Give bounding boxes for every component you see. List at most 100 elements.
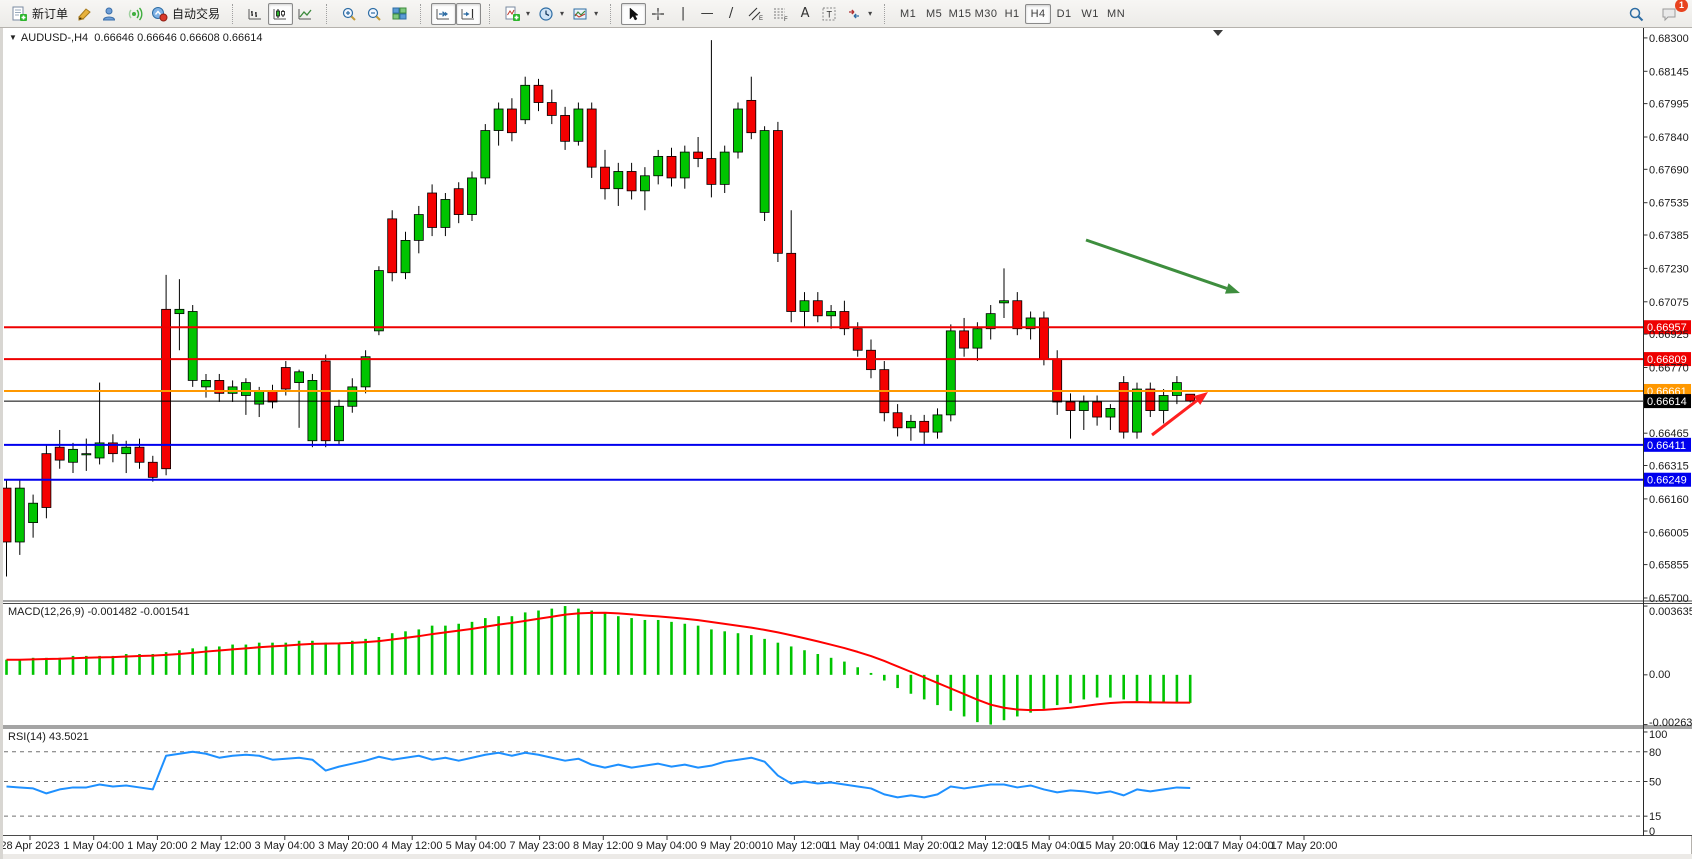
price-badge-label: 0.66249 (1647, 475, 1687, 487)
zoom-out-button[interactable] (362, 3, 387, 25)
macd-bar (1135, 674, 1139, 702)
text-label-button[interactable]: T (817, 3, 842, 25)
timeframe-button-M15[interactable]: M15 (948, 7, 972, 20)
vertical-line-button[interactable]: | (671, 3, 695, 25)
crosshair-button[interactable] (646, 3, 671, 25)
new-order-label: 新订单 (32, 7, 69, 21)
candlestick-chart-button[interactable] (268, 2, 294, 25)
time-tick-label: 28 Apr 2023 (3, 840, 60, 852)
periods-button[interactable]: ▾ (534, 3, 568, 25)
candle-body (3, 487, 12, 543)
price-tick-label: 0.66465 (1649, 428, 1689, 440)
trendline-button[interactable]: / (719, 3, 743, 25)
scroll-group (428, 1, 484, 27)
candle-body (1039, 317, 1049, 360)
bar-chart-button[interactable] (243, 3, 268, 25)
shift-chart-button[interactable] (456, 2, 482, 25)
trendline-icon: / (728, 6, 734, 21)
price-tick-label: 0.67690 (1649, 164, 1689, 176)
macd-axis: 0.003635 0.00 -0.00263 (1643, 605, 1692, 729)
down-trend-arrow[interactable] (1085, 238, 1240, 294)
profiles-button[interactable] (97, 3, 122, 25)
price-badge-label: 0.66411 (1647, 440, 1686, 452)
up-bounce-arrow[interactable] (1151, 392, 1208, 437)
symbol-timeframe-label: AUDUSD-,H4 (20, 32, 89, 44)
autotrading-button[interactable]: 自动交易 (147, 3, 224, 25)
chart-shift-marker[interactable] (1213, 30, 1223, 36)
macd-bar (1082, 674, 1086, 700)
fibonacci-button[interactable]: F (768, 3, 793, 25)
rsi-tick-label: 100 (1649, 729, 1667, 741)
channel-button[interactable]: E (743, 3, 768, 25)
timeframe-button-H1[interactable]: H1 (1004, 7, 1020, 20)
timeframe-button-W1[interactable]: W1 (1081, 7, 1099, 20)
price-badge (1644, 437, 1691, 452)
candle-body (14, 487, 25, 543)
chart-canvas[interactable]: 0.669570.668090.666610.666140.664110.662… (3, 28, 1692, 859)
candle-body (387, 218, 398, 274)
indicators-dropdown-caret[interactable]: ▾ (526, 9, 531, 18)
shapes-dropdown-caret[interactable]: ▾ (868, 9, 873, 18)
macd-signal-line (6, 611, 1191, 712)
price-badge-label: 0.66957 (1647, 322, 1687, 334)
search-button[interactable] (1624, 3, 1649, 25)
line-chart-button[interactable] (293, 3, 318, 25)
candle-body (786, 252, 797, 312)
chart-title: ▼ AUDUSD-,H4 0.66646 0.66646 0.66608 0.66… (9, 32, 263, 44)
time-tick-label: 5 May 04:00 (446, 840, 507, 852)
macd-bar (271, 642, 274, 675)
candle-body (493, 108, 504, 131)
macd-bar (351, 640, 354, 675)
shapes-button[interactable]: ▾ (842, 3, 876, 25)
timeframe-button-M30[interactable]: M30 (974, 7, 998, 20)
macd-bar (470, 621, 474, 675)
macd-values: -0.001482 -0.001541 (87, 606, 190, 618)
macd-bar (1109, 674, 1112, 698)
auto-scroll-button[interactable] (431, 2, 457, 25)
notifications-button[interactable]: 1 (1657, 0, 1688, 25)
toolbar-separator (610, 3, 615, 24)
time-tick-label: 12 May 12:00 (952, 840, 1019, 852)
timeframe-button-MN[interactable]: MN (1107, 7, 1126, 20)
templates-button[interactable]: ▾ (568, 3, 602, 25)
timeframe-button-M1[interactable]: M1 (899, 7, 917, 20)
svg-text:F: F (784, 17, 788, 22)
new-order-button[interactable]: 新订单 (7, 3, 72, 25)
timeframe-button-D1[interactable]: D1 (1056, 7, 1072, 20)
timeframe-button-H4[interactable]: H4 (1025, 3, 1052, 24)
cursor-icon (629, 6, 639, 20)
horizontal-line-button[interactable]: — (695, 3, 719, 25)
time-tick-label: 11 May 20:00 (889, 840, 955, 852)
candle-body (546, 102, 557, 116)
text-button[interactable]: A (793, 3, 817, 25)
timeframe-button-M5[interactable]: M5 (925, 7, 943, 20)
macd-bar (736, 633, 740, 675)
macd-bar (590, 610, 593, 675)
signals-button[interactable] (122, 3, 147, 25)
time-tick-label: 15 May 20:00 (1080, 840, 1147, 852)
editor-button[interactable] (72, 3, 97, 25)
templates-dropdown-caret[interactable]: ▾ (594, 9, 599, 18)
candle-body (201, 380, 211, 388)
candle-body (826, 311, 836, 317)
vertical-line-icon: | (680, 6, 686, 21)
main-toolbar: 新订单 (0, 0, 1692, 28)
macd-bar (1149, 674, 1152, 704)
macd-bar (922, 674, 926, 700)
symbol-dropdown-icon[interactable]: ▼ (9, 33, 17, 42)
macd-tick-label: 0.00 (1649, 669, 1670, 681)
candle-body (68, 448, 78, 463)
candle-body (1172, 382, 1182, 396)
macd-bar (457, 623, 460, 675)
candle-body (1078, 401, 1089, 411)
tile-windows-button[interactable] (387, 3, 412, 25)
ohlc-readout: 0.66646 0.66646 0.66608 0.66614 (94, 32, 263, 44)
candle-body (999, 300, 1009, 304)
indicators-button[interactable]: ▾ (500, 3, 534, 25)
cursor-button[interactable] (621, 2, 647, 25)
zoom-in-button[interactable] (337, 3, 362, 25)
candle-body (440, 199, 451, 228)
periods-dropdown-caret[interactable]: ▾ (560, 9, 565, 18)
svg-text:T: T (827, 9, 833, 19)
